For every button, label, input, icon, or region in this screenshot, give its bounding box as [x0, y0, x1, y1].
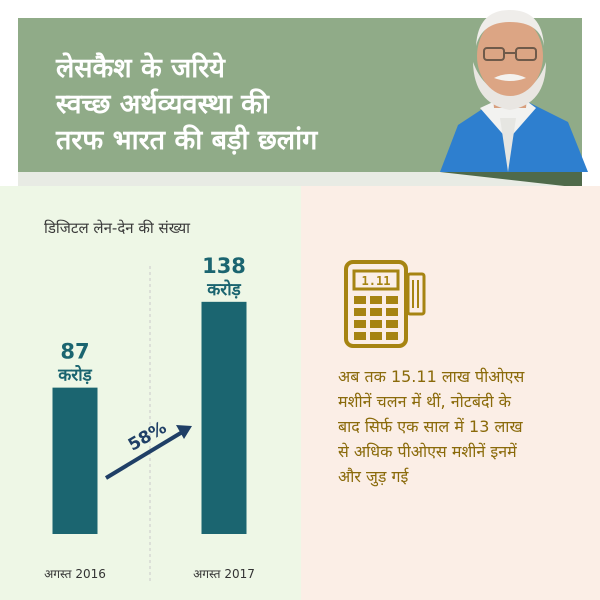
- divider-band: [18, 172, 582, 186]
- bar-2: [201, 301, 247, 534]
- pos-machine-icon: 1.11: [344, 260, 426, 348]
- bar-value-label: 87: [60, 340, 89, 364]
- portrait-image: [440, 10, 588, 172]
- info-panel: [301, 186, 600, 600]
- bar-value-label: 138: [202, 254, 246, 278]
- info-line: बाद सिर्फ एक साल में 13 लाख: [338, 417, 523, 436]
- info-line: मशीनें चलन में थीं, नोटबंदी के: [338, 392, 511, 411]
- page-title: लेसकैश के जरिये स्वच्छ अर्थव्यवस्था की त…: [56, 51, 436, 159]
- info-line: से अधिक पीओएस मशीनें इनमें: [338, 442, 517, 461]
- info-line: और जुड़ गई: [338, 467, 409, 486]
- title-line: तरफ भारत की बड़ी छलांग: [56, 125, 318, 156]
- bar-1: [52, 387, 98, 534]
- category-label: अगस्त 2016: [44, 567, 106, 581]
- pos-display-text: 1.11: [362, 274, 391, 288]
- growth-arrow-head: [176, 425, 192, 439]
- title-line: लेसकैश के जरिये: [56, 53, 225, 84]
- bar-unit-label: करोड़: [206, 279, 241, 300]
- category-label: अगस्त 2017: [193, 567, 255, 581]
- chart-title: डिजिटल लेन-देन की संख्या: [44, 219, 191, 237]
- title-line: स्वच्छ अर्थव्यवस्था की: [56, 89, 269, 120]
- info-line: अब तक 15.11 लाख पीओएस: [338, 367, 525, 386]
- growth-arrow: [104, 429, 186, 480]
- divider-accent: [440, 172, 582, 188]
- pos-info-text: अब तक 15.11 लाख पीओएस मशीनें चलन में थीं…: [338, 364, 594, 489]
- bar-unit-label: करोड़: [57, 365, 92, 386]
- growth-annotation: 58%: [125, 418, 170, 456]
